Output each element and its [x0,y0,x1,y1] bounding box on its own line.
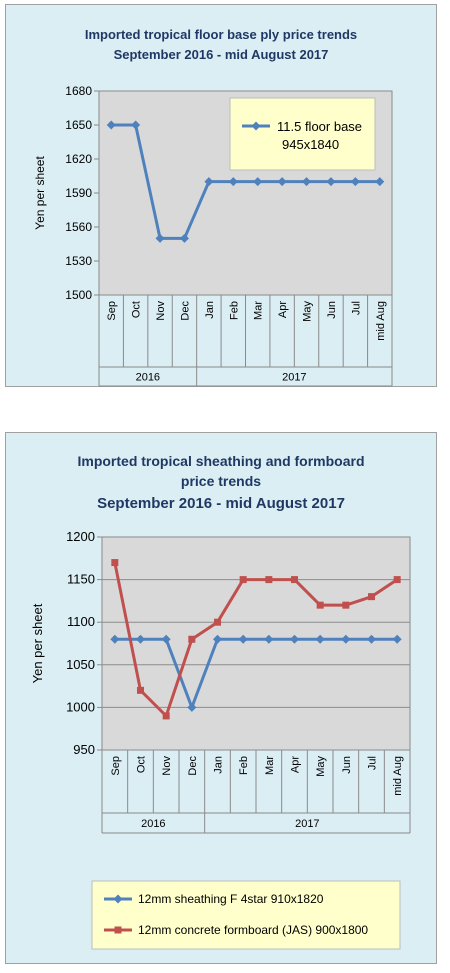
sheathing-formboard-chart: 950 1000 1050 1100 1150 1200 Yen per sheet Sep O… [30,529,411,950]
data-point [106,120,116,130]
data-point [137,686,144,694]
data-point [316,601,324,609]
year-group-label: 2016 [141,818,165,830]
x-tick-label: Jan [213,756,225,774]
data-point [393,576,401,584]
x-tick-label: Mar [253,301,265,320]
x-tick-label: Dec [179,301,191,321]
y-tick-label: 1500 [65,288,92,302]
chart-subtitle: September 2016 - mid August 2017 [97,495,345,512]
data-point [110,634,120,644]
data-point [188,635,196,643]
data-point [350,177,360,187]
x-tick-label: May [302,301,314,322]
data-point [367,634,376,644]
chart-panel-floor-base: Imported tropical floor base ply price t… [5,4,437,387]
legend-label: 11.5 floor base [277,119,362,134]
chart-title-line2: price trends [180,473,262,489]
floor-base-chart: 1500 1530 1560 1590 1620 1650 1680 Yen per shee… [33,84,393,387]
data-point [161,634,171,644]
year-group-label: 2017 [295,818,319,830]
x-tick-label: Jul [350,301,362,315]
legend-label: 12mm sheathing F 4star 910x1820 [138,892,324,906]
data-point [326,177,336,187]
y-tick-label: 950 [73,742,95,757]
data-point [342,601,350,609]
chart-title: Imported tropical floor base ply price t… [84,27,358,42]
series-line-2 [113,562,398,718]
data-point [238,634,248,644]
data-point [155,233,165,243]
x-tick-label: Mar [264,756,276,775]
data-point [277,177,287,187]
x-tick-label: Jan [204,301,216,319]
plot-area [101,536,411,751]
legend-marker [113,894,123,904]
x-tick-label: Dec [187,756,199,776]
x-tick-label: Feb [228,301,240,320]
x-tick-label: Apr [290,756,302,773]
x-tick-label: Nov [161,756,173,776]
y-tick-label: 1620 [65,152,92,166]
x-tick-label: Oct [131,301,143,318]
data-point [368,593,375,601]
chart-title: Imported tropical sheathing and formboar… [77,453,365,469]
x-tick-label: Sep [110,756,122,776]
data-point [265,576,273,584]
x-tick-label: May [315,756,327,777]
data-point [375,177,385,187]
y-tick-label: 1650 [65,118,92,132]
x-tick-label: Jun [326,301,338,319]
year-group-label: 2017 [282,372,306,384]
y-tick-label: 1150 [67,572,95,587]
y-axis-label: Yen per sheet [30,603,45,683]
y-tick-label: 1200 [66,529,95,544]
data-point [131,120,141,130]
y-tick-label: 1590 [65,186,92,200]
legend-marker [251,121,261,131]
year-group-label: 2016 [136,372,160,384]
legend-marker [114,926,122,934]
data-point [341,634,351,644]
y-tick-label: 1680 [65,84,92,98]
data-point [239,576,247,584]
chart-panel-sheathing-formboard: Imported tropical sheathing and formboar… [5,432,437,964]
y-tick-label: 1000 [66,699,95,714]
data-point [204,177,214,187]
data-point [253,177,263,187]
legend-label-line2: 945x1840 [282,137,339,152]
legend-label: 12mm concrete formboard (JAS) 900x1800 [138,923,368,937]
legend-box [91,880,401,950]
x-tick-label: Apr [277,301,289,318]
x-tick-label: mid Aug [392,756,404,796]
data-point [228,177,238,187]
data-point [111,559,119,567]
data-point [290,634,299,644]
y-tick-label: 1530 [65,254,92,268]
legend-box [229,97,376,171]
x-tick-label: Oct [136,756,148,773]
data-point [179,233,189,243]
x-tick-label: Nov [155,301,167,321]
data-point [136,634,145,644]
data-point [187,702,197,712]
data-point [264,634,274,644]
data-point [162,712,170,720]
y-tick-label: 1100 [67,614,95,629]
data-point [291,576,298,584]
y-tick-label: 1560 [65,220,92,234]
x-tick-label: Sep [106,301,118,321]
data-point [302,177,312,187]
data-point [392,634,402,644]
data-point [213,634,222,644]
chart-subtitle: September 2016 - mid August 2017 [113,47,329,62]
data-point [315,634,325,644]
x-tick-label: mid Aug [375,301,387,341]
y-tick-label: 1050 [66,657,95,672]
x-tick-label: Jun [341,756,353,774]
x-tick-label: Jul [367,756,379,770]
data-point [214,618,221,626]
y-axis-label: Yen per sheet [33,156,47,230]
x-tick-label: Feb [238,756,250,775]
